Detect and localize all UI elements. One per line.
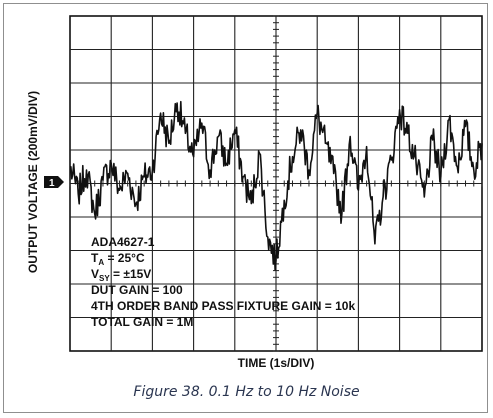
y-axis-label: OUTPUT VOLTAGE (200mV/DIV)	[26, 91, 40, 273]
ground-marker-arrow	[44, 176, 64, 188]
annotation-block: ADA4627-1 TA = 25°C VSY = ±15V DUT GAIN …	[91, 235, 355, 329]
annotation-temperature: TA = 25°C	[91, 251, 145, 267]
annotation-total-gain: TOTAL GAIN = 1M	[91, 315, 193, 329]
figure-frame	[3, 3, 488, 413]
noise-chart: 1 OUTPUT VOLTAGE (200mV/DIV) TIME (1s/DI…	[26, 15, 483, 370]
annotation-fixture-gain: 4TH ORDER BAND PASS FIXTURE GAIN = 10k	[91, 299, 355, 313]
annotation-dut-gain: DUT GAIN = 100	[91, 283, 183, 297]
annotation-part-number: ADA4627-1	[91, 235, 155, 249]
ground-marker-label: 1	[49, 178, 55, 189]
x-axis-label: TIME (1s/DIV)	[238, 356, 315, 370]
ground-marker: 1	[44, 176, 64, 189]
minor-ticks	[69, 15, 483, 352]
noise-trace	[69, 100, 483, 271]
figure-caption: Figure 38. 0.1 Hz to 10 Hz Noise	[133, 384, 360, 400]
